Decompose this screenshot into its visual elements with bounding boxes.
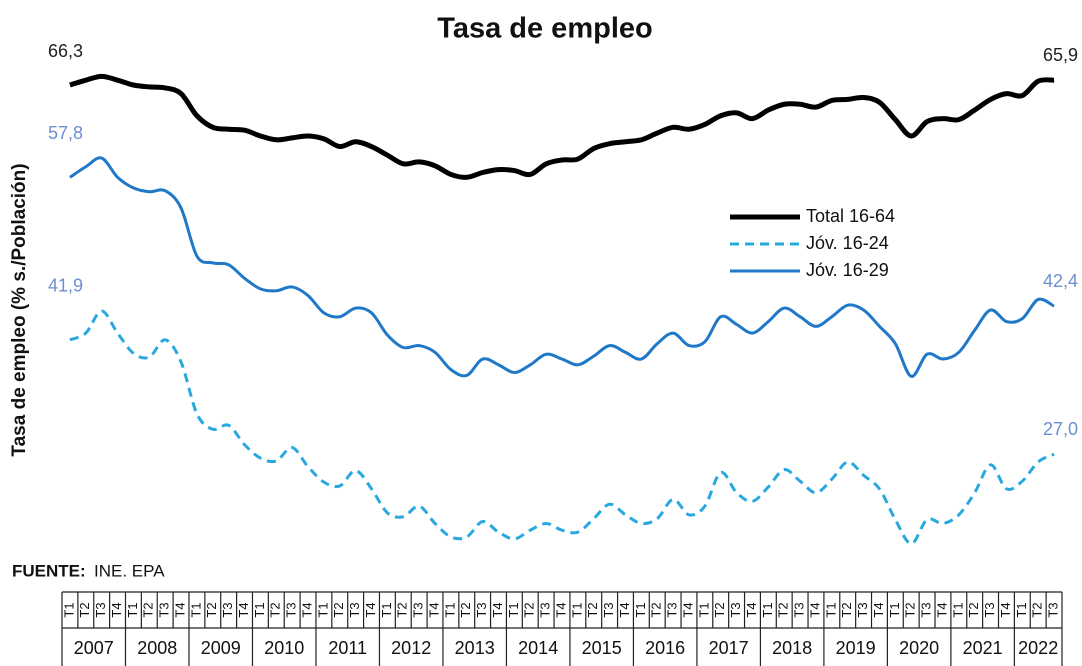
year-label: 2018: [772, 638, 812, 658]
year-label: 2008: [137, 638, 177, 658]
y-axis-label: Tasa de empleo (% s./Población): [9, 163, 30, 456]
data-label: 42,4: [1043, 271, 1078, 291]
year-label: 2012: [391, 638, 431, 658]
x-tick-label: T1: [1014, 602, 1029, 617]
x-tick-label: T1: [61, 602, 76, 617]
x-tick-label: T3: [855, 602, 870, 617]
x-tick-label: T3: [220, 602, 235, 617]
x-tick-label: T4: [426, 602, 441, 617]
x-tick-label: T2: [1030, 602, 1045, 617]
year-label: 2017: [709, 638, 749, 658]
series-line: [69, 309, 1055, 546]
x-tick-label: T4: [172, 602, 187, 617]
x-tick-label: T1: [760, 602, 775, 617]
x-tick-label: T2: [776, 602, 791, 617]
x-tick-label: T1: [950, 602, 965, 617]
year-label: 2015: [582, 638, 622, 658]
x-tick-label: T4: [680, 602, 695, 617]
x-tick-label: T4: [299, 602, 314, 617]
year-label: 2009: [201, 638, 241, 658]
x-tick-label: T1: [188, 602, 203, 617]
x-tick-label: T3: [284, 602, 299, 617]
x-tick-label: T1: [633, 602, 648, 617]
series-line: [69, 156, 1055, 378]
x-tick-label: T2: [268, 602, 283, 617]
chart-title: Tasa de empleo: [437, 13, 652, 45]
x-tick-label: T4: [998, 602, 1013, 617]
data-label: 57,8: [48, 123, 83, 143]
x-tick-label: T1: [569, 602, 584, 617]
x-tick-label: T3: [728, 602, 743, 617]
x-tick-label: T2: [331, 602, 346, 617]
year-label: 2019: [836, 638, 876, 658]
x-tick-label: T4: [617, 602, 632, 617]
x-tick-label: T2: [458, 602, 473, 617]
year-label: 2020: [899, 638, 939, 658]
x-tick-label: T1: [506, 602, 521, 617]
x-tick-label: T3: [665, 602, 680, 617]
x-tick-label: T3: [982, 602, 997, 617]
x-tick-label: T4: [744, 602, 759, 617]
x-tick-label: T3: [93, 602, 108, 617]
x-tick-label: T1: [696, 602, 711, 617]
x-tick-label: T3: [347, 602, 362, 617]
year-label: 2021: [963, 638, 1003, 658]
x-tick-label: T3: [411, 602, 426, 617]
data-label: 66,3: [48, 41, 83, 61]
x-tick-label: T2: [903, 602, 918, 617]
data-label: 41,9: [48, 276, 83, 296]
x-tick-label: T1: [887, 602, 902, 617]
x-tick-label: T4: [363, 602, 378, 617]
x-tick-label: T2: [649, 602, 664, 617]
x-tick-label: T3: [157, 602, 172, 617]
x-tick-label: T2: [522, 602, 537, 617]
x-tick-label: T2: [585, 602, 600, 617]
x-tick-label: T2: [141, 602, 156, 617]
legend-label: Total 16-64: [806, 206, 895, 226]
x-tick-label: T2: [712, 602, 727, 617]
data-label: 65,9: [1043, 45, 1078, 65]
x-tick-label: T2: [395, 602, 410, 617]
x-tick-label: T4: [871, 602, 886, 617]
x-tick-label: T3: [474, 602, 489, 617]
x-tick-label: T1: [125, 602, 140, 617]
x-tick-label: T2: [839, 602, 854, 617]
x-tick-label: T4: [934, 602, 949, 617]
year-label: 2014: [518, 638, 558, 658]
legend-label: Jóv. 16-29: [806, 260, 889, 280]
source: INE. EPA: [94, 561, 165, 580]
x-tick-label: T1: [442, 602, 457, 617]
legend-label: Jóv. 16-24: [806, 233, 889, 253]
x-tick-label: T2: [77, 602, 92, 617]
x-tick-label: T3: [792, 602, 807, 617]
year-label: 2007: [74, 638, 114, 658]
year-label: 2022: [1018, 638, 1058, 658]
x-tick-label: T2: [204, 602, 219, 617]
x-tick-label: T1: [823, 602, 838, 617]
series-line: [69, 73, 1055, 180]
year-label: 2010: [264, 638, 304, 658]
x-tick-label: T4: [236, 602, 251, 617]
source-label: FUENTE:: [12, 561, 86, 580]
x-tick-label: T1: [315, 602, 330, 617]
x-tick-label: T4: [490, 602, 505, 617]
x-tick-label: T3: [1046, 602, 1061, 617]
data-label: 27,0: [1043, 419, 1078, 439]
x-tick-label: T1: [252, 602, 267, 617]
year-label: 2011: [328, 638, 367, 658]
x-tick-label: T3: [919, 602, 934, 617]
year-label: 2016: [645, 638, 685, 658]
x-tick-label: T2: [966, 602, 981, 617]
x-tick-label: T3: [538, 602, 553, 617]
year-label: 2013: [455, 638, 495, 658]
x-tick-label: T3: [601, 602, 616, 617]
x-tick-label: T4: [553, 602, 568, 617]
x-tick-label: T1: [379, 602, 394, 617]
x-tick-label: T4: [807, 602, 822, 617]
x-tick-label: T4: [109, 602, 124, 617]
